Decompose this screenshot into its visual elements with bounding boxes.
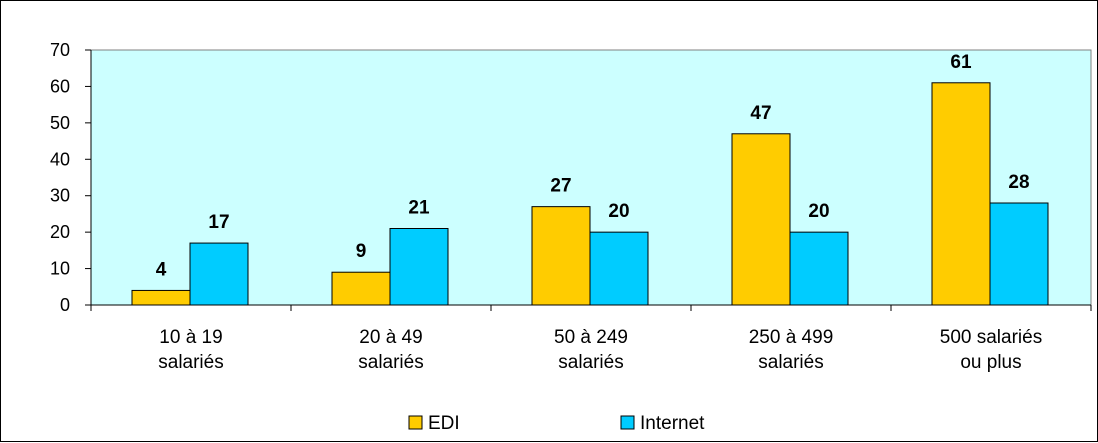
y-tick-label: 30 xyxy=(50,186,70,206)
data-label: 9 xyxy=(356,241,367,262)
category-label: 50 à 249 xyxy=(554,327,628,348)
data-label: 4 xyxy=(156,259,167,280)
bar-internet xyxy=(389,228,449,306)
legend-swatch-internet xyxy=(620,415,635,430)
category-label: 20 à 49 xyxy=(359,327,422,348)
bar-edi xyxy=(331,271,391,306)
y-tick-label: 10 xyxy=(50,259,70,279)
y-tick-label: 20 xyxy=(50,222,70,242)
data-label: 20 xyxy=(808,201,829,222)
category-label: salariés xyxy=(358,352,423,373)
data-label: 20 xyxy=(608,201,629,222)
data-label: 21 xyxy=(408,198,430,219)
data-label: 28 xyxy=(1008,172,1029,193)
legend: EDI Internet xyxy=(408,413,705,434)
bars xyxy=(131,82,1049,306)
bar-internet xyxy=(189,242,249,306)
data-label: 47 xyxy=(750,103,771,124)
category-label: salariés xyxy=(758,352,823,373)
bar-edi xyxy=(931,82,991,306)
bar-internet xyxy=(789,231,849,306)
y-axis: 0 10 20 30 40 50 60 70 xyxy=(50,40,92,315)
legend-swatch-edi xyxy=(408,415,423,430)
y-tick-label: 50 xyxy=(50,113,70,133)
bar-edi xyxy=(131,289,191,306)
category-label: salariés xyxy=(558,352,623,373)
bar-edi xyxy=(731,133,791,306)
y-tick-label: 70 xyxy=(50,40,70,60)
x-axis: 10 à 19 salariés 20 à 49 salariés 50 à 249 sa… xyxy=(90,304,1092,373)
legend-label: EDI xyxy=(428,413,460,434)
data-labels: 4 17 9 21 27 20 47 20 61 28 xyxy=(156,52,1030,281)
data-label: 17 xyxy=(208,212,229,233)
legend-label: Internet xyxy=(640,413,705,434)
category-label: ou plus xyxy=(960,352,1021,373)
bar-edi xyxy=(531,206,591,306)
category-label: 500 salariés xyxy=(940,327,1042,348)
bar-internet xyxy=(989,202,1049,306)
bar-internet xyxy=(589,231,649,306)
category-label: 250 à 499 xyxy=(749,327,834,348)
data-label: 27 xyxy=(550,176,571,197)
category-label: 10 à 19 xyxy=(159,327,222,348)
y-tick-label: 40 xyxy=(50,149,70,169)
data-label: 61 xyxy=(950,52,972,73)
category-label: salariés xyxy=(158,352,223,373)
y-tick-label: 60 xyxy=(50,76,70,96)
y-tick-label: 0 xyxy=(60,295,70,315)
